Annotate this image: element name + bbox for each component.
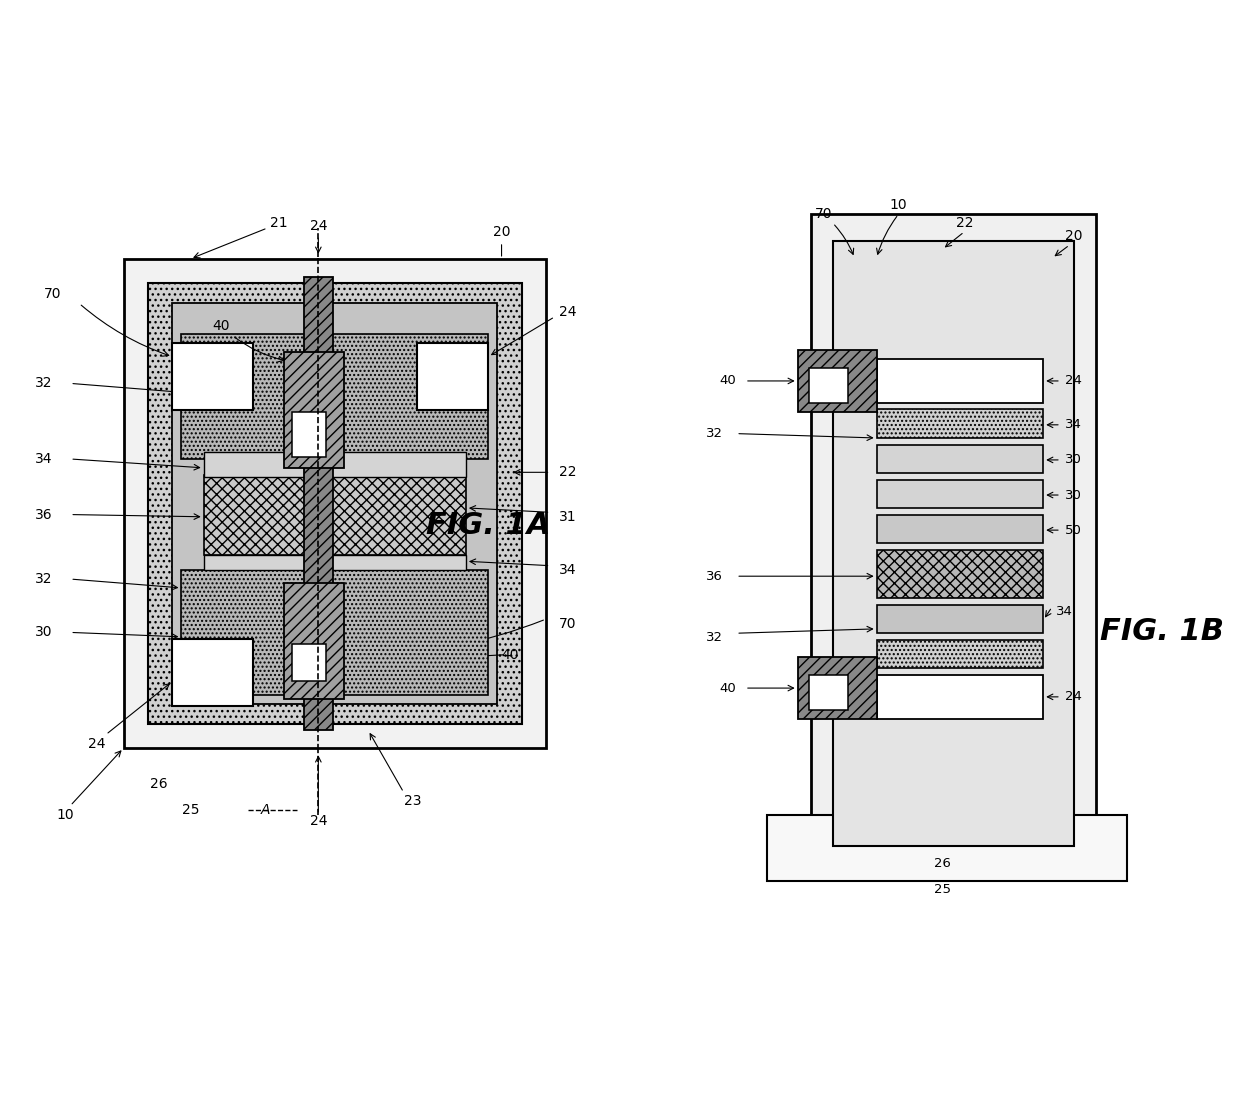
Text: 40: 40 bbox=[501, 648, 520, 662]
Text: 31: 31 bbox=[559, 510, 577, 523]
Text: 32: 32 bbox=[706, 427, 723, 440]
Bar bbox=[203, 475, 466, 554]
Bar bbox=[172, 639, 253, 705]
Bar bbox=[877, 359, 1043, 403]
Text: 32: 32 bbox=[35, 376, 52, 390]
Bar bbox=[808, 368, 848, 403]
Bar bbox=[148, 283, 522, 723]
Bar bbox=[877, 409, 1043, 438]
Text: A: A bbox=[262, 803, 270, 817]
Text: 70: 70 bbox=[559, 617, 577, 631]
Bar bbox=[877, 675, 1043, 719]
Text: FIG. 1A: FIG. 1A bbox=[427, 511, 551, 540]
Bar bbox=[203, 452, 466, 477]
Text: 25: 25 bbox=[181, 803, 200, 817]
Bar bbox=[181, 335, 489, 459]
Text: 20: 20 bbox=[1065, 230, 1083, 243]
Bar bbox=[291, 643, 326, 681]
Text: 70: 70 bbox=[815, 207, 833, 221]
Bar bbox=[877, 640, 1043, 669]
Text: 30: 30 bbox=[1065, 489, 1083, 501]
Bar bbox=[284, 583, 343, 699]
Bar bbox=[797, 350, 877, 411]
Text: 40: 40 bbox=[719, 682, 737, 694]
Text: 32: 32 bbox=[706, 631, 723, 644]
Text: 24: 24 bbox=[310, 218, 327, 253]
Text: 30: 30 bbox=[1065, 454, 1083, 467]
Bar bbox=[203, 554, 466, 570]
Text: 36: 36 bbox=[35, 508, 52, 521]
Text: 36: 36 bbox=[706, 570, 723, 582]
Bar bbox=[417, 344, 489, 410]
Bar bbox=[833, 241, 1074, 846]
Text: 24: 24 bbox=[1065, 691, 1083, 703]
Text: 21: 21 bbox=[193, 216, 288, 258]
Text: 22: 22 bbox=[956, 216, 973, 230]
Text: 40: 40 bbox=[719, 375, 737, 387]
Text: 34: 34 bbox=[1056, 604, 1074, 618]
Text: 30: 30 bbox=[35, 625, 52, 640]
Bar bbox=[797, 658, 877, 719]
Text: 22: 22 bbox=[559, 466, 577, 479]
Bar bbox=[304, 276, 332, 730]
Text: 32: 32 bbox=[35, 572, 52, 586]
Bar bbox=[877, 515, 1043, 543]
Text: 40: 40 bbox=[212, 318, 284, 362]
Text: 26: 26 bbox=[934, 857, 951, 871]
Text: 34: 34 bbox=[559, 563, 577, 577]
Text: 10: 10 bbox=[890, 199, 908, 213]
Bar bbox=[877, 604, 1043, 633]
Text: FIG. 1B: FIG. 1B bbox=[1100, 617, 1224, 645]
Text: 34: 34 bbox=[35, 452, 52, 466]
Text: 50: 50 bbox=[1065, 523, 1083, 537]
Bar bbox=[877, 550, 1043, 598]
Bar bbox=[877, 480, 1043, 508]
Bar bbox=[291, 413, 326, 457]
Text: 23: 23 bbox=[404, 794, 422, 808]
Text: 70: 70 bbox=[43, 287, 61, 302]
Text: 24: 24 bbox=[1065, 375, 1083, 387]
Bar bbox=[124, 258, 546, 749]
Text: 24: 24 bbox=[310, 814, 327, 828]
Text: 26: 26 bbox=[150, 776, 167, 791]
Bar bbox=[808, 675, 848, 710]
Bar bbox=[811, 214, 1096, 873]
Text: 24: 24 bbox=[88, 736, 105, 751]
Bar bbox=[284, 353, 343, 468]
Text: 10: 10 bbox=[57, 807, 74, 822]
Text: 25: 25 bbox=[934, 884, 951, 896]
Bar bbox=[172, 304, 497, 703]
Text: 20: 20 bbox=[492, 225, 511, 256]
Bar bbox=[172, 344, 253, 410]
Bar bbox=[181, 570, 489, 694]
Bar bbox=[766, 815, 1127, 882]
Text: 24: 24 bbox=[559, 305, 577, 319]
Text: 34: 34 bbox=[1065, 418, 1083, 431]
Bar bbox=[877, 445, 1043, 474]
